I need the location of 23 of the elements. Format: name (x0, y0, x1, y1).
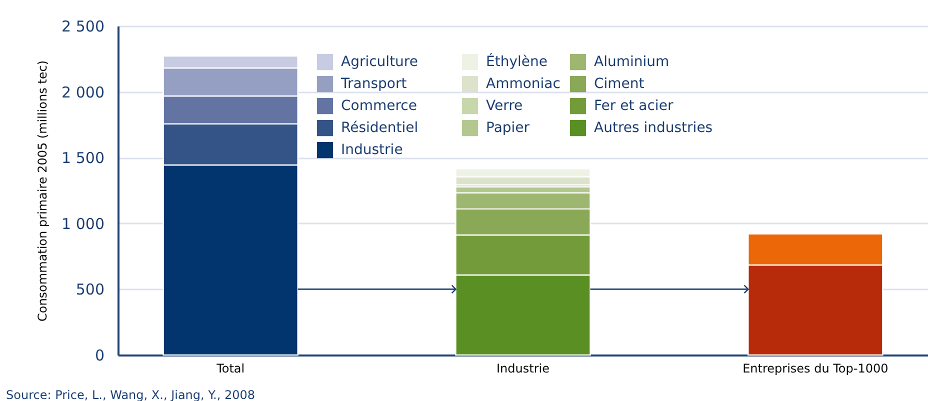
legend-label: Autres industries (594, 120, 713, 136)
legend-label: Fer et acier (594, 98, 674, 114)
y-axis-title: Consommation primaire 2005 (millions tec) (36, 60, 50, 322)
legend-label: Éthylène (486, 53, 548, 70)
legend-label: Industrie (341, 142, 403, 158)
y-tick-label: 500 (76, 280, 104, 299)
legend-label: Commerce (341, 98, 417, 114)
legend-label: Transport (340, 76, 408, 92)
legend-label: Aluminium (594, 54, 670, 70)
y-tick-label: 2 500 (62, 18, 104, 36)
legend-label: Papier (486, 120, 530, 136)
legend-label: Ciment (594, 76, 645, 92)
legend-label: Verre (486, 98, 523, 114)
y-tick-label: 1 000 (62, 214, 104, 233)
y-tick-label: 1 500 (62, 149, 104, 168)
x-tick-label: Total (216, 362, 245, 376)
legend-label: Agriculture (341, 54, 418, 70)
y-tick-label: 0 (94, 346, 104, 364)
legend-label: Ammoniac (486, 76, 560, 92)
legend-label: Résidentiel (341, 120, 418, 136)
x-tick-label: Industrie (496, 362, 550, 376)
y-tick-label: 2 000 (62, 83, 104, 102)
x-tick-label: Entreprises du Top-1000 (742, 362, 888, 376)
